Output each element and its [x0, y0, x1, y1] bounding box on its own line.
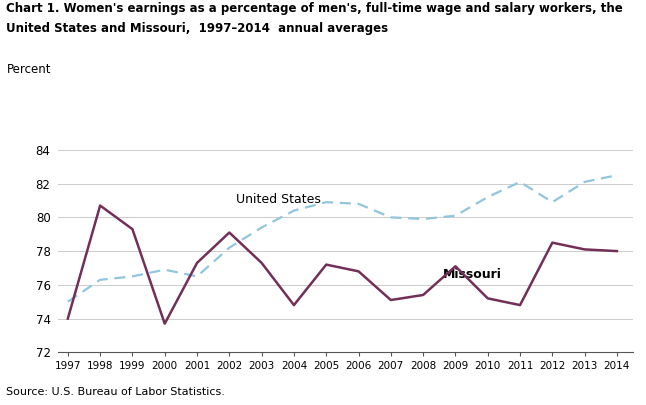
Text: United States and Missouri,  1997–2014  annual averages: United States and Missouri, 1997–2014 an… [6, 22, 389, 35]
Text: Chart 1. Women's earnings as a percentage of men's, full-time wage and salary wo: Chart 1. Women's earnings as a percentag… [6, 2, 623, 15]
Text: United States: United States [236, 193, 320, 207]
Text: Source: U.S. Bureau of Labor Statistics.: Source: U.S. Bureau of Labor Statistics. [6, 387, 225, 397]
Text: Percent: Percent [6, 63, 51, 76]
Text: Missouri: Missouri [443, 269, 501, 281]
